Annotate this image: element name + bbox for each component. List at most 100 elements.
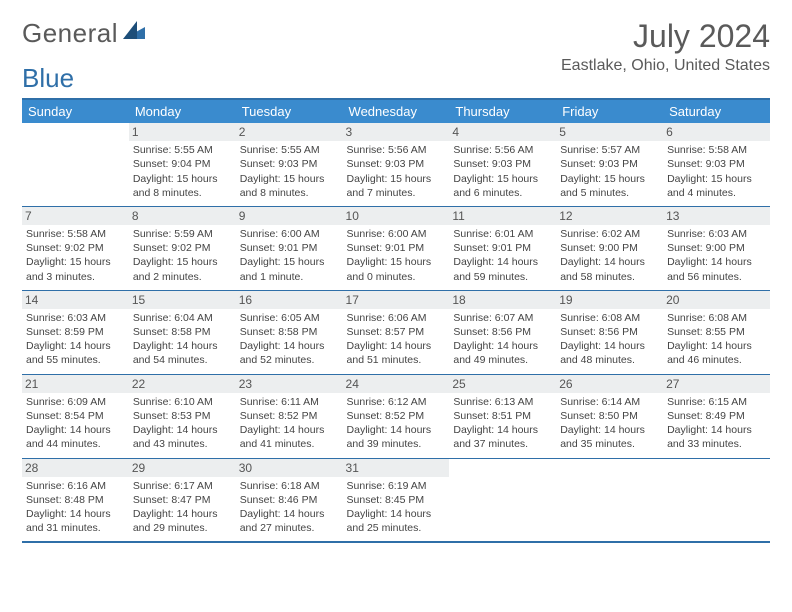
day-number: 13 [663, 207, 770, 225]
calendar-day-cell: 12Sunrise: 6:02 AMSunset: 9:00 PMDayligh… [556, 206, 663, 290]
sunrise-text: Sunrise: 5:55 AM [240, 143, 339, 157]
calendar-day-cell: 22Sunrise: 6:10 AMSunset: 8:53 PMDayligh… [129, 374, 236, 458]
calendar-day-cell: 6Sunrise: 5:58 AMSunset: 9:03 PMDaylight… [663, 123, 770, 206]
calendar-day-cell: 31Sunrise: 6:19 AMSunset: 8:45 PMDayligh… [343, 458, 450, 542]
calendar-day-cell: 16Sunrise: 6:05 AMSunset: 8:58 PMDayligh… [236, 290, 343, 374]
sunrise-text: Sunrise: 6:09 AM [26, 395, 125, 409]
sunset-text: Sunset: 8:55 PM [667, 325, 766, 339]
sunset-text: Sunset: 8:46 PM [240, 493, 339, 507]
sunrise-text: Sunrise: 6:08 AM [560, 311, 659, 325]
sunrise-text: Sunrise: 5:58 AM [667, 143, 766, 157]
sunset-text: Sunset: 9:03 PM [453, 157, 552, 171]
day-number: 5 [556, 123, 663, 141]
sunset-text: Sunset: 8:47 PM [133, 493, 232, 507]
sunrise-text: Sunrise: 6:00 AM [240, 227, 339, 241]
calendar-day-cell: 29Sunrise: 6:17 AMSunset: 8:47 PMDayligh… [129, 458, 236, 542]
calendar-table: Sunday Monday Tuesday Wednesday Thursday… [22, 98, 770, 543]
calendar-header-row: Sunday Monday Tuesday Wednesday Thursday… [22, 99, 770, 123]
calendar-day-cell [449, 458, 556, 542]
daylight-text: Daylight: 14 hours and 44 minutes. [26, 423, 125, 451]
calendar-day-cell: 2Sunrise: 5:55 AMSunset: 9:03 PMDaylight… [236, 123, 343, 206]
day-number: 16 [236, 291, 343, 309]
daylight-text: Daylight: 15 hours and 8 minutes. [240, 172, 339, 200]
calendar-day-cell: 20Sunrise: 6:08 AMSunset: 8:55 PMDayligh… [663, 290, 770, 374]
sunset-text: Sunset: 8:51 PM [453, 409, 552, 423]
daylight-text: Daylight: 14 hours and 31 minutes. [26, 507, 125, 535]
daylight-text: Daylight: 14 hours and 29 minutes. [133, 507, 232, 535]
sunset-text: Sunset: 8:53 PM [133, 409, 232, 423]
calendar-day-cell [663, 458, 770, 542]
calendar-day-cell: 11 Sunrise: 6:01 AMSunset: 9:01 PMDayligh… [449, 206, 556, 290]
sunrise-text: Sunrise: 5:56 AM [347, 143, 446, 157]
calendar-day-cell: 24Sunrise: 6:12 AMSunset: 8:52 PMDayligh… [343, 374, 450, 458]
brand-logo: General [22, 18, 147, 49]
calendar-day-cell: 28Sunrise: 6:16 AMSunset: 8:48 PMDayligh… [22, 458, 129, 542]
calendar-day-cell: 14Sunrise: 6:03 AMSunset: 8:59 PMDayligh… [22, 290, 129, 374]
sunset-text: Sunset: 9:03 PM [347, 157, 446, 171]
day-header: Saturday [663, 99, 770, 123]
sunset-text: Sunset: 9:03 PM [667, 157, 766, 171]
day-number: 10 [343, 207, 450, 225]
sunset-text: Sunset: 8:45 PM [347, 493, 446, 507]
sunrise-text: Sunrise: 6:07 AM [453, 311, 552, 325]
sunset-text: Sunset: 8:56 PM [453, 325, 552, 339]
day-header: Monday [129, 99, 236, 123]
daylight-text: Daylight: 15 hours and 6 minutes. [453, 172, 552, 200]
sunrise-text: Sunrise: 6:17 AM [133, 479, 232, 493]
sunset-text: Sunset: 9:02 PM [26, 241, 125, 255]
day-header: Thursday [449, 99, 556, 123]
daylight-text: Daylight: 14 hours and 25 minutes. [347, 507, 446, 535]
sunset-text: Sunset: 9:00 PM [560, 241, 659, 255]
calendar-day-cell: 17Sunrise: 6:06 AMSunset: 8:57 PMDayligh… [343, 290, 450, 374]
daylight-text: Daylight: 14 hours and 59 minutes. [453, 255, 552, 283]
day-header: Wednesday [343, 99, 450, 123]
sunrise-text: Sunrise: 6:18 AM [240, 479, 339, 493]
daylight-text: Daylight: 15 hours and 5 minutes. [560, 172, 659, 200]
calendar-day-cell: 23Sunrise: 6:11 AMSunset: 8:52 PMDayligh… [236, 374, 343, 458]
calendar-day-cell: 18Sunrise: 6:07 AMSunset: 8:56 PMDayligh… [449, 290, 556, 374]
calendar-week-row: 7Sunrise: 5:58 AMSunset: 9:02 PMDaylight… [22, 206, 770, 290]
sunrise-text: Sunrise: 5:55 AM [133, 143, 232, 157]
day-number: 3 [343, 123, 450, 141]
day-number: 23 [236, 375, 343, 393]
brand-name-a: General [22, 18, 118, 49]
sunrise-text: Sunrise: 6:08 AM [667, 311, 766, 325]
sunset-text: Sunset: 9:04 PM [133, 157, 232, 171]
sunrise-text: Sunrise: 6:01 AM [453, 227, 552, 241]
calendar-day-cell: 13Sunrise: 6:03 AMSunset: 9:00 PMDayligh… [663, 206, 770, 290]
day-number: 27 [663, 375, 770, 393]
sunset-text: Sunset: 9:02 PM [133, 241, 232, 255]
daylight-text: Daylight: 14 hours and 27 minutes. [240, 507, 339, 535]
sunset-text: Sunset: 8:57 PM [347, 325, 446, 339]
daylight-text: Daylight: 14 hours and 35 minutes. [560, 423, 659, 451]
sunset-text: Sunset: 8:59 PM [26, 325, 125, 339]
calendar-day-cell: 30Sunrise: 6:18 AMSunset: 8:46 PMDayligh… [236, 458, 343, 542]
day-header: Friday [556, 99, 663, 123]
sunset-text: Sunset: 9:01 PM [453, 241, 552, 255]
brand-name-b: Blue [22, 63, 74, 93]
daylight-text: Daylight: 14 hours and 33 minutes. [667, 423, 766, 451]
day-number: 24 [343, 375, 450, 393]
sunrise-text: Sunrise: 5:56 AM [453, 143, 552, 157]
calendar-day-cell: 8Sunrise: 5:59 AMSunset: 9:02 PMDaylight… [129, 206, 236, 290]
daylight-text: Daylight: 15 hours and 7 minutes. [347, 172, 446, 200]
sunset-text: Sunset: 8:58 PM [133, 325, 232, 339]
day-number: 17 [343, 291, 450, 309]
sunset-text: Sunset: 8:50 PM [560, 409, 659, 423]
daylight-text: Daylight: 15 hours and 2 minutes. [133, 255, 232, 283]
sunrise-text: Sunrise: 6:03 AM [667, 227, 766, 241]
calendar-day-cell [22, 123, 129, 206]
daylight-text: Daylight: 15 hours and 4 minutes. [667, 172, 766, 200]
day-number: 22 [129, 375, 236, 393]
day-header: Tuesday [236, 99, 343, 123]
calendar-day-cell: 19Sunrise: 6:08 AMSunset: 8:56 PMDayligh… [556, 290, 663, 374]
daylight-text: Daylight: 14 hours and 56 minutes. [667, 255, 766, 283]
calendar-day-cell: 21Sunrise: 6:09 AMSunset: 8:54 PMDayligh… [22, 374, 129, 458]
day-number: 11 [449, 207, 556, 225]
sunrise-text: Sunrise: 6:16 AM [26, 479, 125, 493]
sunrise-text: Sunrise: 6:13 AM [453, 395, 552, 409]
calendar-day-cell: 5Sunrise: 5:57 AMSunset: 9:03 PMDaylight… [556, 123, 663, 206]
day-number: 12 [556, 207, 663, 225]
daylight-text: Daylight: 14 hours and 46 minutes. [667, 339, 766, 367]
calendar-day-cell: 3 Sunrise: 5:56 AMSunset: 9:03 PMDaylight… [343, 123, 450, 206]
